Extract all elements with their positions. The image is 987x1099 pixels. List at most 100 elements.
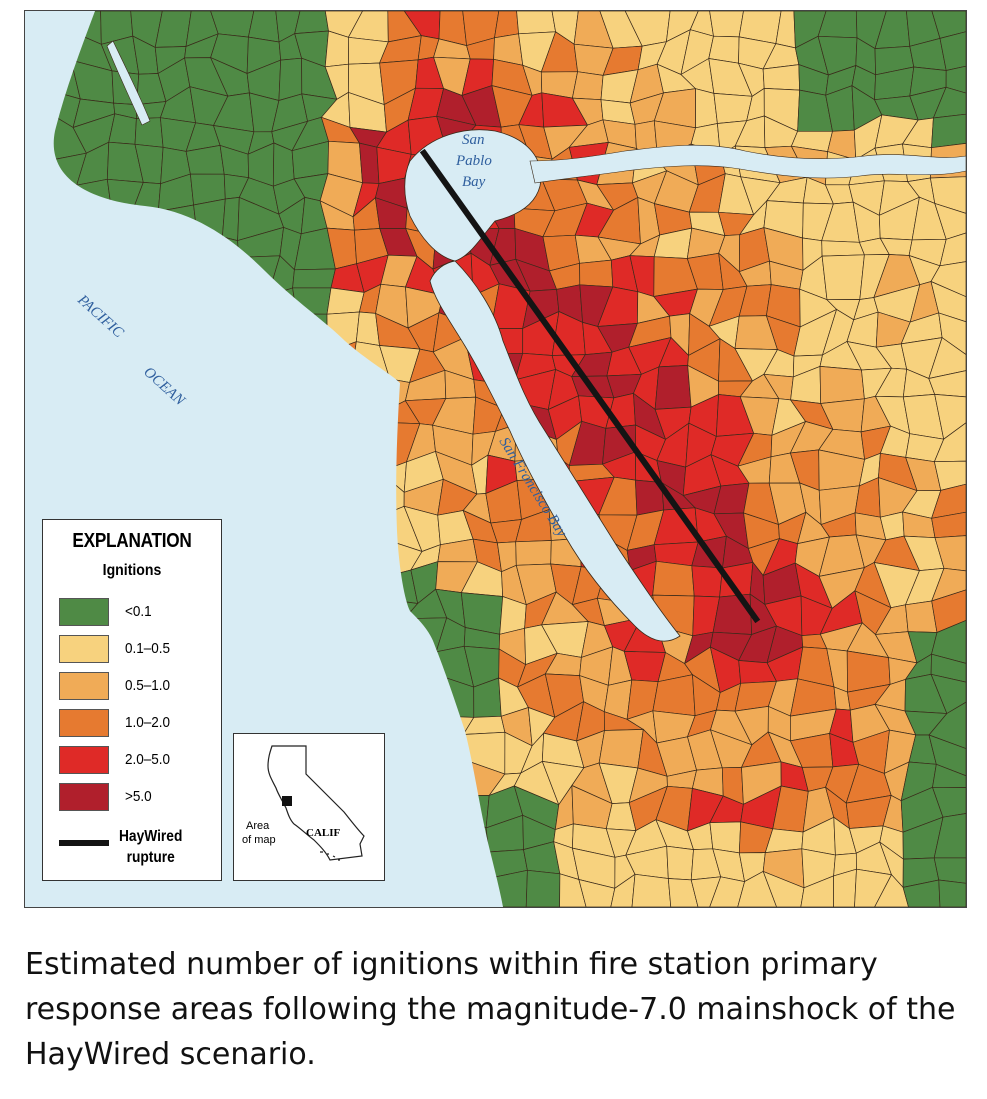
response-area-cell xyxy=(902,879,941,907)
locator-inset: Area of map CALIF xyxy=(233,733,385,881)
response-area-cell xyxy=(525,869,561,907)
response-area-cell xyxy=(821,254,865,301)
response-area-cell xyxy=(932,763,966,788)
legend-item: 1.0–2.0 xyxy=(59,709,219,739)
rupture-swatch xyxy=(59,840,109,846)
response-area-cell xyxy=(931,113,966,149)
rupture-line xyxy=(419,148,761,624)
legend-swatch xyxy=(59,672,109,700)
figure-caption: Estimated number of ignitions within fir… xyxy=(25,947,956,1072)
response-area-cell xyxy=(578,879,616,907)
legend-rupture-row: HayWired rupture xyxy=(59,826,219,870)
legend-item: 0.5–1.0 xyxy=(59,672,219,702)
response-area-cell xyxy=(930,653,966,683)
map-frame: San Pablo Bay PACIFIC OCEAN San Francisc… xyxy=(24,10,967,908)
rupture-label-line-1: HayWired xyxy=(119,828,183,845)
san-pablo-label-3: Bay xyxy=(462,174,486,190)
response-area-cell xyxy=(667,878,699,907)
response-area-cell xyxy=(854,868,893,907)
response-area-cell xyxy=(945,65,966,94)
legend-label: 0.1–0.5 xyxy=(125,640,171,657)
map-canvas: San Pablo Bay PACIFIC OCEAN San Francisc… xyxy=(25,11,966,907)
legend-item: <0.1 xyxy=(59,598,219,628)
response-area-cell xyxy=(930,673,966,715)
response-area-cell xyxy=(928,370,966,398)
response-area-cell xyxy=(278,57,303,101)
response-area-cell xyxy=(934,394,966,440)
response-area-cell xyxy=(762,870,805,907)
legend-label: 2.0–5.0 xyxy=(125,751,171,768)
san-pablo-label-2: Pablo xyxy=(455,153,492,169)
response-area-cell xyxy=(515,540,552,566)
response-area-cell xyxy=(610,873,636,907)
response-area-cell xyxy=(928,337,966,379)
response-area-cell xyxy=(737,870,777,907)
legend-subtitle: Ignitions xyxy=(102,562,162,579)
response-area-cell xyxy=(938,312,966,356)
response-area-cell xyxy=(931,567,966,602)
response-area-cell xyxy=(571,71,604,101)
response-area-cell xyxy=(931,511,966,539)
san-pablo-bay xyxy=(404,129,542,262)
legend-label: 0.5–1.0 xyxy=(125,677,171,694)
response-area-cell xyxy=(598,729,644,769)
response-area-cell xyxy=(652,560,695,597)
response-area-cell xyxy=(666,845,694,881)
legend-swatch xyxy=(59,635,109,663)
san-francisco-bay xyxy=(429,260,681,642)
response-area-cell xyxy=(494,11,519,39)
response-area-cell xyxy=(579,259,614,288)
california-outline xyxy=(267,745,365,861)
legend-swatch xyxy=(59,783,109,811)
legend-swatch xyxy=(59,598,109,626)
response-area-cell xyxy=(247,11,280,43)
inset-area-label-2: of map xyxy=(242,834,276,846)
response-area-cell xyxy=(931,589,966,633)
response-area-cell xyxy=(821,240,865,257)
response-area-cell xyxy=(933,857,966,884)
response-area-cell xyxy=(932,786,966,818)
response-area-cell xyxy=(933,813,966,859)
response-area-cell xyxy=(833,868,857,907)
response-area-cell xyxy=(934,535,966,572)
response-area-cell xyxy=(709,821,742,854)
legend-item: 2.0–5.0 xyxy=(59,746,219,776)
carquinez-strait xyxy=(529,144,966,184)
response-area-cell xyxy=(326,287,365,315)
tomales-bay xyxy=(106,40,151,126)
response-area-cell xyxy=(222,197,240,242)
legend-item: 0.1–0.5 xyxy=(59,635,219,665)
response-area-cell xyxy=(294,11,329,34)
response-area-cell xyxy=(690,876,722,907)
legend-swatch xyxy=(59,709,109,737)
response-area-cell xyxy=(933,422,966,463)
legend-label: 1.0–2.0 xyxy=(125,714,171,731)
response-area-cell xyxy=(762,64,800,91)
response-area-cell xyxy=(929,176,966,214)
legend: EXPLANATION Ignitions <0.1 0.1–0.5 0.5–1.0… xyxy=(42,519,222,881)
response-area-cell xyxy=(800,875,834,907)
response-area-cell xyxy=(709,11,744,38)
response-area-cell xyxy=(931,620,966,664)
response-area-cell xyxy=(324,30,350,68)
legend-swatch xyxy=(59,746,109,774)
rupture-label: HayWired rupture xyxy=(119,826,182,868)
response-area-cell xyxy=(939,232,966,267)
response-area-cell xyxy=(654,365,692,410)
legend-title: EXPLANATION xyxy=(72,530,192,552)
response-area-cell xyxy=(930,261,966,298)
response-area-cell xyxy=(931,11,966,39)
legend-item: >5.0 xyxy=(59,783,219,813)
response-area-cell xyxy=(928,734,966,777)
area-of-map-marker xyxy=(282,796,292,806)
response-area-cell xyxy=(938,879,966,907)
california-locator-map: Area of map CALIF xyxy=(242,745,365,861)
response-area-cell xyxy=(933,460,966,491)
response-area-cell xyxy=(516,11,557,35)
response-area-cell xyxy=(932,86,966,119)
response-area-cell xyxy=(874,874,909,907)
channel-islands xyxy=(320,851,340,861)
rupture-label-line-2: rupture xyxy=(126,849,175,866)
response-area-cell xyxy=(934,202,966,240)
response-area-cell xyxy=(709,876,746,907)
